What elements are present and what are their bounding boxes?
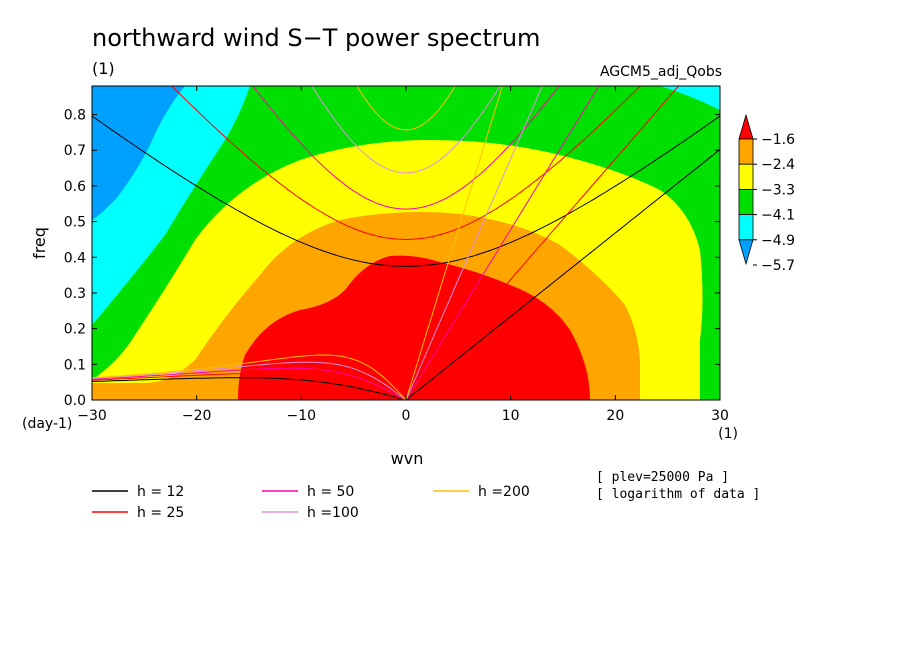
note-plev: [ plev=25000 Pa ] — [596, 470, 729, 485]
y-tick-label: 0.4 — [64, 250, 86, 266]
colorbar-arrow-bottom — [738, 239, 754, 266]
x-tick-label: 10 — [502, 408, 520, 424]
dispersion-curves — [92, 86, 720, 400]
chart-subtitle-right: AGCM5_adj_Qobs — [600, 64, 722, 80]
x-axis-unit: (1) — [718, 426, 738, 442]
y-axis-label: freq — [30, 227, 49, 259]
dispersion-curve — [405, 86, 680, 400]
dispersion-curve — [405, 86, 543, 400]
x-tick-label: −30 — [77, 408, 107, 424]
dispersion-curve — [252, 86, 560, 210]
colorbar-box — [738, 214, 754, 241]
dispersion-curve — [405, 86, 503, 400]
dispersion-curve — [92, 354, 407, 400]
x-tick-label: −10 — [287, 408, 317, 424]
chart-title: northward wind S−T power spectrum — [92, 24, 540, 52]
y-axis-unit: (day-1) — [22, 416, 72, 432]
y-tick-label: 0.2 — [64, 322, 86, 338]
legend-label: h =200 — [478, 484, 530, 500]
y-tick-label: 0.3 — [64, 286, 86, 302]
chart-subtitle-left: (1) — [92, 59, 115, 78]
colorbar-box — [738, 163, 754, 190]
x-axis-ticks: −30 −20 −10 0 10 20 30 — [77, 86, 729, 424]
y-tick-label: 0.5 — [64, 215, 86, 231]
legend-label: h = 25 — [137, 505, 184, 521]
note-logarithm: [ logarithm of data ] — [596, 487, 760, 502]
legend-label: h = 50 — [307, 484, 354, 500]
x-tick-label: −20 — [182, 408, 212, 424]
legend-label: h =100 — [307, 505, 359, 521]
colorbar-label: −1.6 — [761, 132, 795, 148]
colorbar: −1.6 −2.4 −3.3 −4.1 −4.9 −5.7 — [738, 113, 795, 274]
plot-area — [92, 86, 720, 400]
y-tick-label: 0.1 — [64, 357, 86, 373]
x-tick-label: 30 — [711, 408, 729, 424]
dispersion-curve — [92, 367, 407, 400]
y-tick-label: 0.6 — [64, 179, 86, 195]
dispersion-curve — [356, 86, 456, 131]
dispersion-curve — [92, 377, 407, 400]
y-tick-label: 0.0 — [64, 393, 86, 409]
y-tick-label: 0.8 — [64, 108, 86, 124]
dispersion-curve — [405, 86, 600, 400]
legend: h = 12 h = 25 h = 50 h =100 h =200 — [92, 484, 530, 521]
colorbar-label: −2.4 — [761, 157, 795, 173]
colorbar-arrow-top — [738, 113, 754, 140]
dispersion-curve — [92, 372, 407, 400]
dispersion-curve — [92, 361, 407, 400]
colorbar-label: −4.9 — [761, 233, 795, 249]
x-axis-label: wvn — [391, 449, 424, 468]
x-tick-label: 20 — [606, 408, 624, 424]
colorbar-label: −5.7 — [761, 258, 795, 274]
contour-fill-red — [238, 255, 590, 400]
y-tick-label: 0.7 — [64, 143, 86, 159]
y-axis-ticks: 0.0 0.1 0.2 0.3 0.4 0.5 0.6 0.7 0.8 — [64, 108, 720, 409]
colorbar-box — [738, 138, 754, 165]
colorbar-label: −4.1 — [761, 208, 795, 224]
legend-label: h = 12 — [137, 484, 184, 500]
dispersion-curve — [311, 86, 501, 174]
dispersion-curve — [92, 115, 720, 267]
x-tick-label: 0 — [402, 408, 411, 424]
colorbar-box — [738, 188, 754, 215]
dispersion-curve — [170, 86, 642, 241]
colorbar-label: −3.3 — [761, 182, 795, 198]
dispersion-curve — [405, 149, 720, 400]
